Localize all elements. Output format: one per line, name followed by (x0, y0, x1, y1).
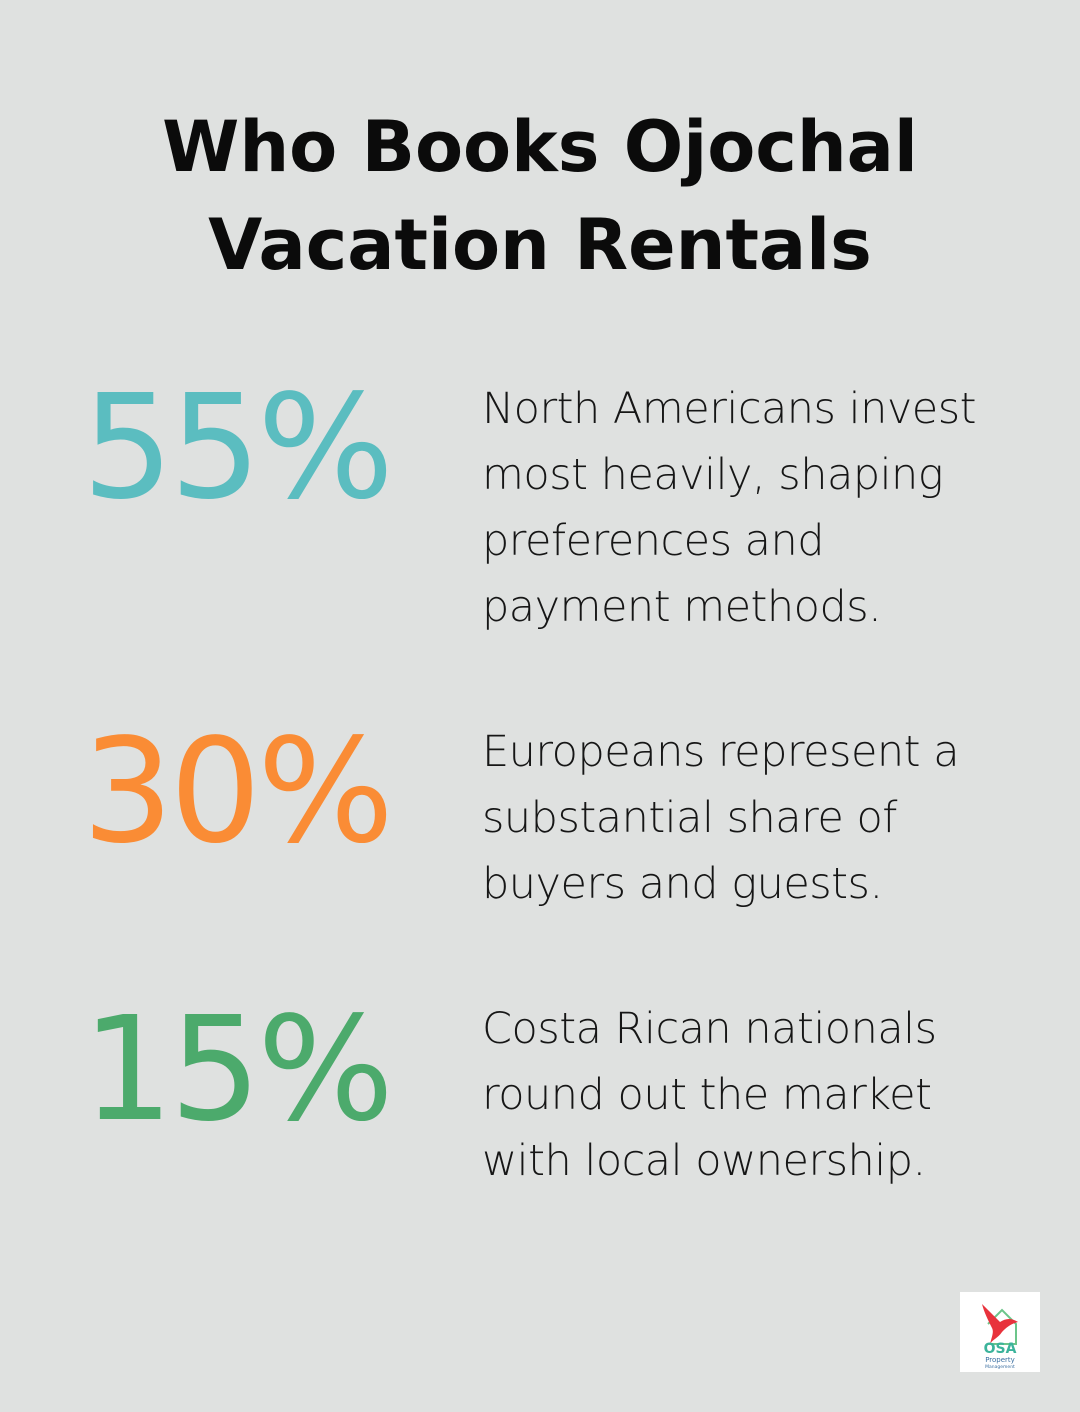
svg-text:OSA: OSA (984, 1341, 1017, 1357)
stat-desc-north-america: North Americans invest most heavily, sha… (482, 384, 977, 632)
svg-text:Property: Property (985, 1356, 1015, 1364)
stat-value-north-america: 55% (82, 363, 394, 531)
stat-value-costa-rica: 15% (82, 985, 394, 1153)
stat-desc-europe: Europeans represent a substantial share … (482, 727, 960, 909)
stat-desc-costa-rica: Costa Rican nationals round out the mark… (482, 1004, 937, 1186)
page-title: Who Books Ojochal Vacation Rentals (162, 106, 918, 286)
svg-text:Management: Management (985, 1364, 1015, 1370)
stat-value-europe: 30% (82, 707, 394, 875)
bird-house-icon: OSA Property Management (982, 1304, 1018, 1370)
osa-logo: OSA Property Management (960, 1292, 1040, 1372)
